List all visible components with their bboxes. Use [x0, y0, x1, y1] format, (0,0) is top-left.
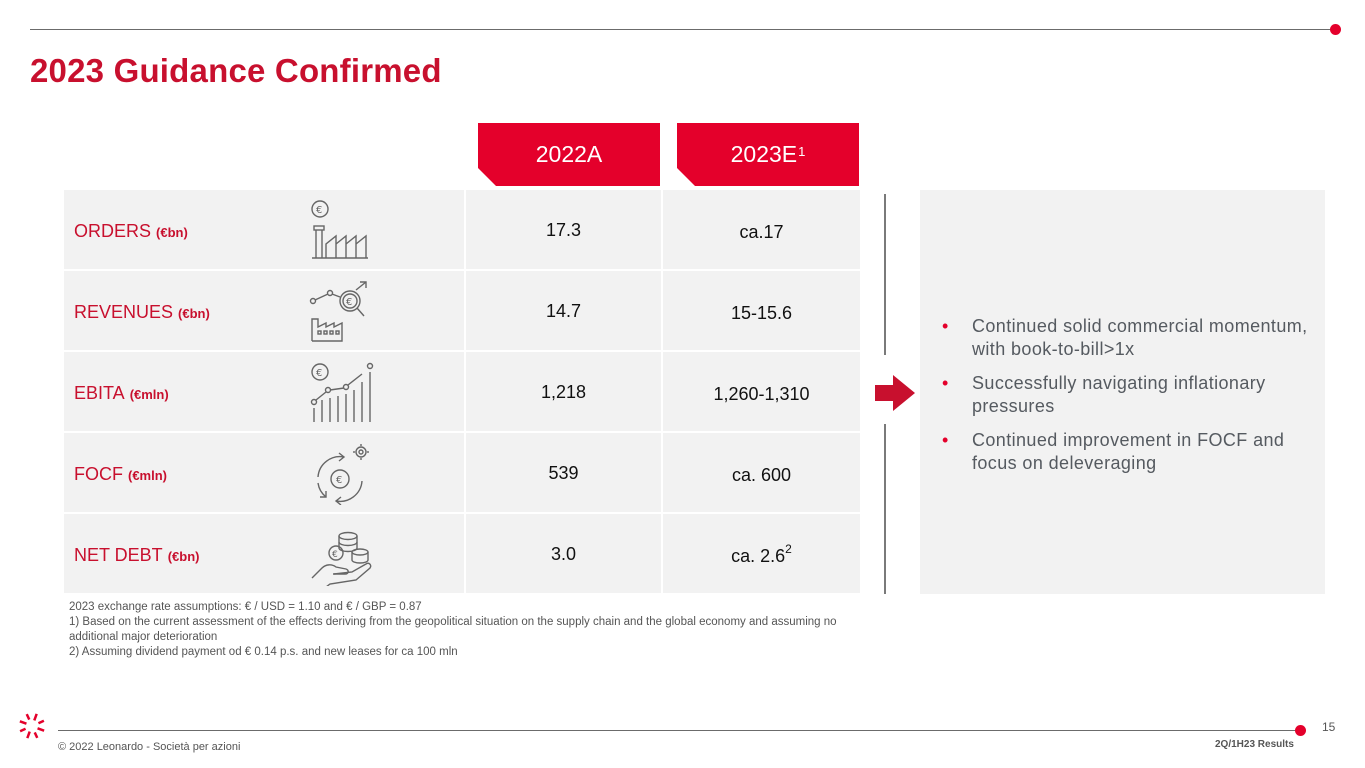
- page-number: 15: [1322, 720, 1336, 734]
- table-row: REVENUES (€bn) € 14.7 15-15.6: [64, 271, 860, 350]
- metric-unit: (€mln): [129, 387, 169, 402]
- column-header-2022: 2022A: [478, 123, 660, 186]
- svg-text:€: €: [336, 475, 342, 486]
- leonardo-logo-icon: [19, 713, 45, 739]
- footnote-marker: 1: [798, 144, 806, 159]
- metric-cell: EBITA (€mln) €: [64, 352, 464, 431]
- metric-cell: ORDERS (€bn) €: [64, 190, 464, 269]
- table-row: EBITA (€mln) € 1,218 1,260-1,310: [64, 352, 860, 431]
- metric-name: ORDERS (€bn): [74, 221, 188, 241]
- net-debt-icon: €: [311, 531, 372, 586]
- footnote-2: 2) Assuming dividend payment od € 0.14 p…: [69, 646, 458, 658]
- metric-name: EBITA (€mln): [74, 383, 169, 403]
- separator-line-lower: [884, 424, 886, 594]
- list-item: Continued solid commercial momentum, wit…: [940, 315, 1320, 361]
- list-item: Successfully navigating inflationary pre…: [940, 372, 1320, 418]
- footnotes: 2023 exchange rate assumptions: € / USD …: [69, 600, 869, 660]
- svg-text:€: €: [316, 368, 322, 379]
- metric-cell: NET DEBT (€bn) €: [64, 514, 464, 593]
- value-2022: 539: [548, 463, 579, 483]
- footnote-fx: 2023 exchange rate assumptions: € / USD …: [69, 601, 422, 613]
- footnote-1: 1) Based on the current assessment of th…: [69, 616, 837, 643]
- value-cell-2022: 1,218: [466, 352, 661, 431]
- separator-line-upper: [884, 194, 886, 355]
- value-cell-2023: ca.17: [663, 190, 860, 269]
- highlights-panel: Continued solid commercial momentum, wit…: [920, 190, 1325, 594]
- list-item: Continued improvement in FOCF and focus …: [940, 429, 1320, 475]
- orders-icon: €: [311, 200, 368, 259]
- bottom-divider: [58, 730, 1298, 731]
- copyright-text: © 2022 Leonardo - Società per azioni: [58, 741, 241, 753]
- column-header-label: 2023E: [730, 141, 798, 167]
- svg-text:€: €: [316, 205, 322, 216]
- svg-text:€: €: [332, 550, 338, 560]
- value-2022: 14.7: [545, 301, 582, 321]
- bottom-divider-dot: [1295, 725, 1306, 736]
- top-divider: [30, 29, 1334, 30]
- metric-unit: (€mln): [128, 468, 167, 483]
- value-2023: 15-15.6: [730, 303, 793, 323]
- top-divider-dot: [1330, 24, 1341, 35]
- value-cell-2023: 15-15.6: [663, 271, 860, 350]
- metric-name: NET DEBT (€bn): [74, 545, 200, 565]
- value-2023: ca. 2.62: [731, 542, 792, 566]
- highlights-list: Continued solid commercial momentum, wit…: [940, 315, 1320, 486]
- metric-unit: (€bn): [156, 225, 188, 240]
- value-cell-2022: 539: [466, 433, 661, 512]
- value-2023: 1,260-1,310: [713, 384, 810, 404]
- metric-unit: (€bn): [167, 549, 200, 564]
- ebita-icon: €: [310, 362, 374, 422]
- revenues-icon: €: [309, 281, 367, 342]
- value-cell-2022: 14.7: [466, 271, 661, 350]
- table-row: FOCF (€mln) € 539 ca. 600: [64, 433, 860, 512]
- metric-name: REVENUES (€bn): [74, 302, 210, 322]
- value-2022: 1,218: [540, 382, 587, 402]
- footnote-marker: 2: [785, 542, 792, 556]
- value-2023: ca. 600: [731, 465, 792, 485]
- table-row: NET DEBT (€bn) € 3.0 ca. 2.62: [64, 514, 860, 593]
- metric-cell: REVENUES (€bn) €: [64, 271, 464, 350]
- focf-icon: €: [317, 444, 369, 505]
- svg-text:€: €: [346, 297, 352, 308]
- value-cell-2022: 3.0: [466, 514, 661, 593]
- metric-unit: (€bn): [178, 306, 210, 321]
- metric-name: FOCF (€mln): [74, 464, 167, 484]
- footer-tag: 2Q/1H23 Results: [1215, 739, 1294, 750]
- column-header-label: 2022A: [535, 141, 603, 167]
- value-2023: ca.17: [739, 222, 784, 242]
- value-cell-2023: 1,260-1,310: [663, 352, 860, 431]
- right-arrow-icon: [875, 375, 915, 411]
- value-2022: 17.3: [545, 220, 582, 240]
- guidance-table: ORDERS (€bn) € 17.3 ca.17 REVENUES (€bn): [64, 190, 860, 594]
- value-cell-2023: ca. 600: [663, 433, 860, 512]
- metric-cell: FOCF (€mln) €: [64, 433, 464, 512]
- column-header-2023: 2023E 1: [677, 123, 859, 186]
- value-cell-2022: 17.3: [466, 190, 661, 269]
- page-title: 2023 Guidance Confirmed: [30, 52, 442, 89]
- value-2022: 3.0: [550, 544, 577, 564]
- table-row: ORDERS (€bn) € 17.3 ca.17: [64, 190, 860, 269]
- value-cell-2023: ca. 2.62: [663, 514, 860, 593]
